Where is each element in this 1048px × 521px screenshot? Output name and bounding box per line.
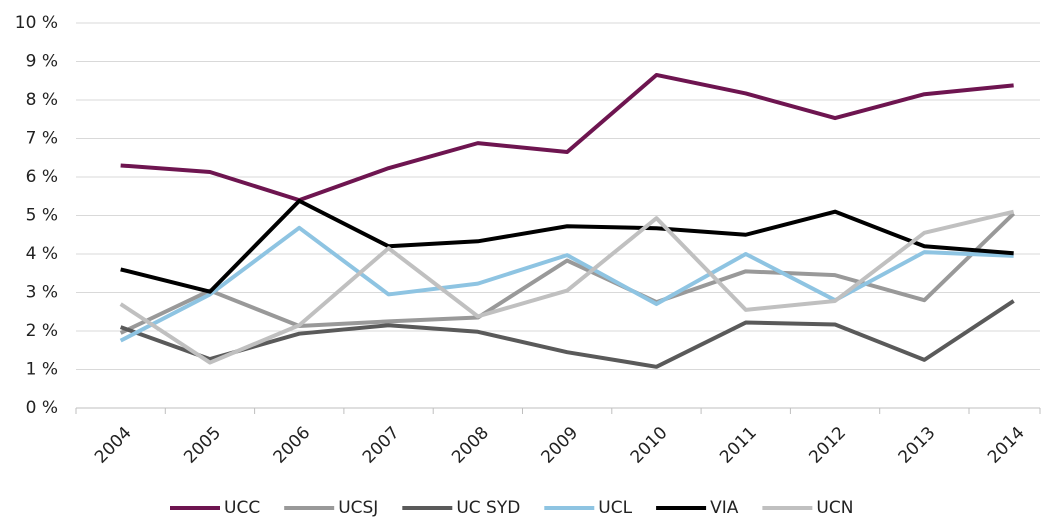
y-tick-label: 9 % — [26, 52, 58, 72]
y-tick-label: 10 % — [15, 13, 58, 33]
legend-label: UCC — [224, 498, 260, 517]
x-tick-label: 2010 — [627, 423, 672, 468]
series-line — [119, 212, 1016, 335]
y-tick-label: 2 % — [26, 321, 58, 341]
legend-label: UC SYD — [456, 498, 520, 517]
series-line — [120, 72, 1014, 203]
x-tick-label: 2009 — [537, 423, 582, 468]
x-tick-label: 2004 — [91, 423, 136, 468]
x-tick-label: 2013 — [895, 423, 940, 468]
x-tick-label: 2014 — [984, 423, 1029, 468]
x-tick-label: 2012 — [805, 423, 850, 468]
series-line — [119, 299, 1015, 369]
legend-label: VIA — [710, 498, 739, 517]
y-tick-label: 7 % — [26, 129, 58, 149]
y-tick-label: 5 % — [26, 206, 58, 226]
x-tick-label: 2005 — [180, 423, 225, 468]
series-line — [120, 198, 1014, 294]
x-tick-label: 2006 — [270, 423, 315, 468]
legend-label: UCN — [816, 498, 853, 517]
x-tick-label: 2008 — [448, 423, 493, 468]
y-tick-label: 0 % — [26, 398, 58, 418]
legend-label: UCSJ — [338, 498, 378, 517]
y-tick-label: 4 % — [26, 244, 58, 264]
series-line — [119, 225, 1014, 343]
y-tick-label: 1 % — [26, 360, 58, 380]
x-tick-label: 2011 — [716, 423, 761, 468]
y-tick-label: 6 % — [26, 167, 58, 187]
legend-label: UCL — [598, 498, 632, 517]
y-tick-label: 8 % — [26, 90, 58, 110]
x-tick-label: 2007 — [359, 423, 404, 468]
y-tick-label: 3 % — [26, 283, 58, 303]
series-line — [119, 209, 1015, 365]
